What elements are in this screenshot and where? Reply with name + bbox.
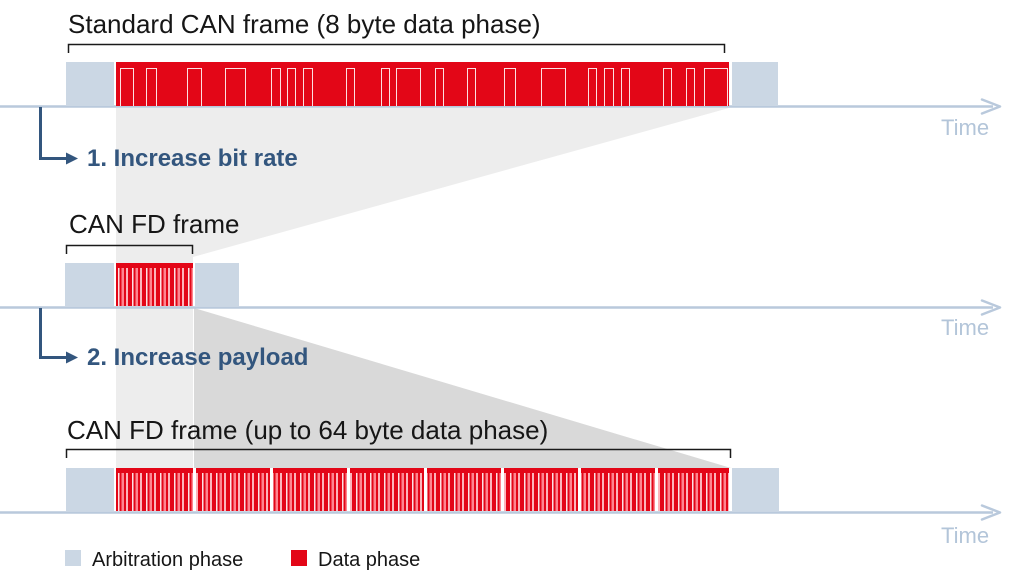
frame-2-title: CAN FD frame	[69, 209, 240, 239]
bit-pulse	[588, 68, 597, 106]
frame-1-bracket	[67, 43, 726, 53]
bit-pulse	[621, 68, 630, 106]
bit-pulse	[225, 68, 246, 106]
byte-separator	[193, 468, 196, 511]
time-label-3: Time	[941, 523, 990, 548]
step-1-label: 1. Increase bit rate	[87, 145, 298, 172]
step-2-arrow	[39, 308, 66, 359]
step-2-arrowhead-icon	[66, 351, 78, 364]
legend-swatch-arbitration	[65, 550, 81, 566]
byte-separator	[501, 468, 504, 511]
byte-separator	[270, 468, 273, 511]
frame-1-arbitration-end-block	[732, 62, 778, 106]
legend-swatch-data	[291, 550, 307, 566]
frame-2-arbitration-start-block	[65, 263, 114, 306]
frame-2-bracket	[65, 244, 194, 254]
timeline-2-arrowhead-icon	[980, 299, 1002, 316]
byte-separator	[424, 468, 427, 511]
step-2-label: 2. Increase payload	[87, 344, 309, 371]
bit-pulse	[541, 68, 566, 106]
timeline-1-arrowhead-icon	[980, 98, 1002, 115]
frame-1-title: Standard CAN frame (8 byte data phase)	[68, 9, 541, 39]
frame-3-data-block	[116, 468, 729, 511]
bit-pulse	[146, 68, 157, 106]
step-arrows	[39, 107, 78, 364]
frame-1-data-block	[116, 62, 729, 106]
bit-pulse	[187, 68, 202, 106]
bit-pulse	[271, 68, 281, 106]
frame-3-byte-separators	[116, 468, 729, 511]
step-1-arrow	[39, 107, 66, 160]
byte-separator	[655, 468, 658, 511]
frame-2-arbitration-end-block	[195, 263, 239, 306]
bit-pulse	[504, 68, 516, 106]
bit-pulse	[704, 68, 728, 106]
bit-pulse	[467, 68, 476, 106]
step-1-arrowhead-icon	[66, 152, 78, 165]
funnel-bitrate-shape	[116, 108, 729, 468]
bit-pulse	[381, 68, 390, 106]
frame-3-bit-pattern	[116, 473, 729, 511]
bit-pulse	[604, 68, 614, 106]
frame-1-arbitration-start-block	[66, 62, 114, 106]
frame-3-arbitration-start-block	[66, 468, 114, 511]
bit-pulse	[435, 68, 444, 106]
bit-pulse	[396, 68, 421, 106]
time-label-2: Time	[941, 315, 990, 340]
bit-pulse	[287, 68, 296, 106]
timeline-axes	[0, 98, 1002, 521]
timeline-3-arrowhead-icon	[980, 504, 1002, 521]
frame-3-bracket	[65, 448, 732, 458]
frame-3-title: CAN FD frame (up to 64 byte data phase)	[67, 415, 549, 445]
frame-3-arbitration-end-block	[732, 468, 779, 511]
legend-label-arbitration: Arbitration phase	[92, 549, 244, 571]
byte-separator	[347, 468, 350, 511]
funnel-payload-shape	[194, 308, 731, 468]
frame-2-data-block	[116, 263, 193, 306]
bit-pulse	[303, 68, 313, 106]
bit-pulse	[346, 68, 355, 106]
frame-brackets	[65, 43, 732, 458]
bit-pulse	[686, 68, 695, 106]
byte-separator	[578, 468, 581, 511]
legend-label-data: Data phase	[318, 549, 421, 571]
time-label-1: Time	[941, 115, 990, 140]
bit-pulse	[120, 68, 134, 106]
frame-1-bit-pattern	[116, 62, 729, 106]
bit-pulse	[663, 68, 672, 106]
frame-2-bit-pattern	[116, 268, 193, 306]
